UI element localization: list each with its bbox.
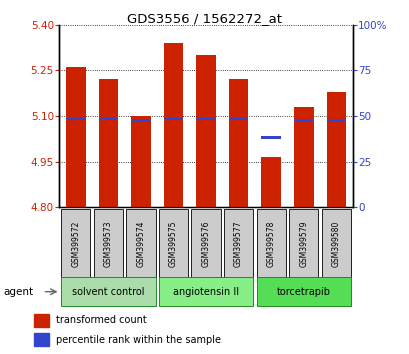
Text: GSM399575: GSM399575 (169, 220, 178, 267)
Bar (158, 209, 188, 278)
Bar (293, 119, 313, 122)
Bar (196, 55, 215, 207)
Text: angiotensin II: angiotensin II (173, 287, 238, 297)
Bar (321, 209, 350, 278)
Bar (228, 118, 248, 120)
Bar (98, 80, 118, 207)
Text: GSM399574: GSM399574 (136, 220, 145, 267)
Bar (131, 116, 150, 207)
Bar (34, 314, 49, 327)
Bar (61, 209, 90, 278)
Bar (34, 333, 49, 346)
Text: transformed count: transformed count (56, 315, 146, 325)
Text: GSM399576: GSM399576 (201, 220, 210, 267)
Bar (288, 209, 318, 278)
Bar (228, 80, 248, 207)
Bar (293, 107, 313, 207)
Text: torcetrapib: torcetrapib (276, 287, 330, 297)
Bar (131, 119, 150, 122)
Bar (98, 118, 118, 120)
Bar (256, 277, 350, 306)
Bar (66, 67, 85, 207)
Text: percentile rank within the sample: percentile rank within the sample (56, 335, 220, 345)
Bar (261, 157, 280, 207)
Text: GSM399580: GSM399580 (331, 220, 340, 267)
Text: GDS3556 / 1562272_at: GDS3556 / 1562272_at (127, 12, 282, 25)
Text: GSM399572: GSM399572 (71, 220, 80, 267)
Bar (223, 209, 253, 278)
Bar (66, 118, 85, 120)
Bar (126, 209, 155, 278)
Text: agent: agent (3, 287, 33, 297)
Bar (261, 136, 280, 139)
Text: GSM399578: GSM399578 (266, 220, 275, 267)
Bar (93, 209, 123, 278)
Text: GSM399577: GSM399577 (234, 220, 243, 267)
Bar (326, 92, 345, 207)
Bar (163, 43, 183, 207)
Bar (61, 277, 155, 306)
Bar (256, 209, 285, 278)
Bar (326, 119, 345, 122)
Bar (163, 118, 183, 120)
Bar (196, 118, 215, 120)
Text: GSM399573: GSM399573 (103, 220, 112, 267)
Text: solvent control: solvent control (72, 287, 144, 297)
Text: GSM399579: GSM399579 (299, 220, 308, 267)
Bar (158, 277, 253, 306)
Bar (191, 209, 220, 278)
